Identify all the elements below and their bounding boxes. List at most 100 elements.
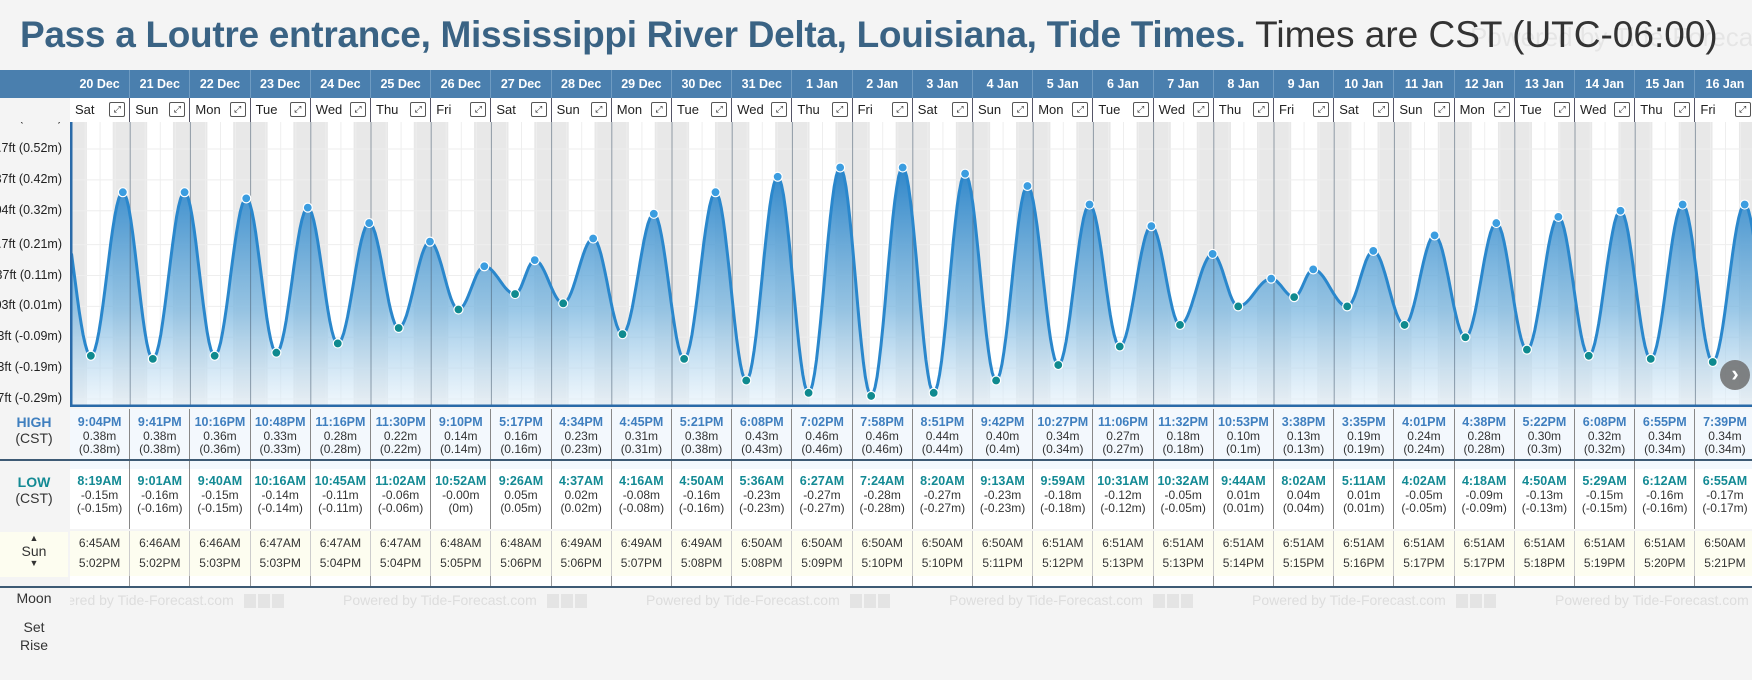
sun-cell: 6:50AM 5:08PM (732, 531, 793, 576)
sun-cell: 6:47AM 5:03PM (250, 531, 311, 576)
expand-icon[interactable]: ⤢ (1614, 102, 1631, 117)
date-header: 14 Jan (1575, 70, 1636, 98)
high-tide-point (959, 168, 971, 179)
low-tide-point (85, 350, 96, 361)
low-tide-height: -0.15m (80, 488, 119, 502)
low-tide-point (928, 387, 939, 398)
expand-icon[interactable]: ⤢ (1433, 102, 1450, 117)
date-header: 6 Jan (1093, 70, 1154, 98)
sunset-time: 5:08PM (741, 556, 783, 570)
expand-icon[interactable]: ⤢ (1373, 102, 1390, 117)
sun-cell: 6:46AM 5:02PM (130, 531, 191, 576)
next-page-button[interactable]: › (1720, 360, 1750, 390)
date-header: 28 Dec (551, 70, 612, 98)
high-tide-height-alt: (0.19m) (1343, 442, 1385, 456)
weekday-label: Fri (857, 102, 873, 117)
low-tide-cell: 6:55AM -0.17m (-0.17m) (1695, 469, 1752, 529)
expand-icon[interactable]: ⤢ (1192, 102, 1209, 117)
low-tide-cell: 4:02AM -0.05m (-0.05m) (1394, 469, 1455, 529)
date-header: 31 Dec (732, 70, 793, 98)
low-tide-point (1460, 332, 1471, 343)
low-tide-height-alt: (-0.06m) (377, 501, 424, 515)
high-tide-height: 0.38m (143, 429, 177, 443)
sun-cell: 6:51AM 5:13PM (1093, 531, 1154, 576)
low-tz-label: (CST) (15, 490, 53, 506)
watermark: Powered by Tide-Forecast.com (949, 592, 1195, 609)
high-tide-time: 6:55PM (1642, 415, 1687, 429)
expand-icon[interactable]: ⤢ (1252, 102, 1269, 117)
high-tide-time: 10:48PM (254, 415, 306, 429)
high-tide-height: 0.36m (203, 429, 237, 443)
high-tide-height-alt: (0.36m) (199, 442, 241, 456)
expand-icon[interactable]: ⤢ (1493, 102, 1510, 117)
expand-icon[interactable]: ⤢ (951, 102, 968, 117)
watermark-text: Powered by Tide-Forecast.com (949, 592, 1143, 608)
low-tide-height-alt: (-0.23m) (979, 501, 1026, 515)
expand-icon[interactable]: ⤢ (1734, 102, 1751, 117)
low-tide-height: -0.18m (1044, 488, 1082, 502)
expand-icon[interactable]: ⤢ (229, 102, 246, 117)
expand-icon[interactable]: ⤢ (590, 102, 607, 117)
expand-icon[interactable]: ⤢ (1012, 102, 1029, 117)
low-tide-cell: 8:02AM 0.04m (0.04m) (1274, 469, 1335, 529)
high-tide-height-alt: (0.27m) (1102, 442, 1144, 456)
low-tide-cell: 5:11AM 0.01m (0.01m) (1334, 469, 1395, 529)
weekday-label: Sat (496, 102, 516, 117)
expand-icon[interactable]: ⤢ (410, 102, 427, 117)
low-tide-point (453, 304, 464, 315)
expand-icon[interactable]: ⤢ (349, 102, 366, 117)
expand-icon[interactable]: ⤢ (1132, 102, 1149, 117)
low-tide-point (866, 390, 877, 402)
weekday-cell: Mon ⤢ (1033, 98, 1094, 122)
low-tide-height-alt: (-0.28m) (859, 501, 905, 515)
sun-cell: 6:51AM 5:17PM (1394, 531, 1455, 576)
expand-icon[interactable]: ⤢ (169, 102, 186, 117)
low-tide-cell: 9:40AM -0.15m (-0.15m) (190, 469, 251, 529)
expand-icon[interactable]: ⤢ (711, 102, 728, 117)
low-tide-point (1645, 353, 1656, 364)
sun-cell: 6:51AM 5:17PM (1454, 531, 1515, 576)
expand-icon[interactable]: ⤢ (1553, 102, 1570, 117)
low-tide-time: 8:20AM (920, 474, 965, 488)
expand-icon[interactable]: ⤢ (771, 102, 788, 117)
high-tide-point (1084, 199, 1095, 210)
high-tide-point (179, 187, 190, 198)
low-tide-time: 10:32AM (1157, 474, 1209, 488)
watermark: Powered by Tide-Forecast.com (646, 592, 892, 609)
expand-icon[interactable]: ⤢ (1674, 102, 1691, 117)
y-tick-label: 0.37ft (0.11m) (0, 267, 62, 282)
expand-icon[interactable]: ⤢ (109, 102, 126, 117)
watermark-logo-icon (1455, 592, 1498, 609)
expand-icon[interactable]: ⤢ (650, 102, 667, 117)
high-tide-point (529, 255, 540, 266)
watermark-text: Powered by Tide-Forecast.com (1555, 592, 1749, 608)
high-tide-height: 0.14m (444, 429, 478, 443)
low-tide-point (509, 288, 521, 300)
low-tide-cell: 5:36AM -0.23m (-0.23m) (732, 469, 793, 529)
high-tide-point (772, 171, 783, 182)
low-tide-height-alt: (-0.11m) (318, 501, 363, 515)
high-tide-point (479, 261, 490, 272)
weekday-label: Sun (978, 102, 1002, 117)
expand-icon[interactable]: ⤢ (470, 102, 487, 117)
expand-icon[interactable]: ⤢ (1072, 102, 1089, 117)
low-tide-height: 0.02m (564, 488, 598, 502)
high-tide-point (897, 162, 908, 173)
high-tide-time: 11:32PM (1158, 415, 1209, 429)
expand-icon[interactable]: ⤢ (289, 102, 306, 117)
high-tide-height: 0.38m (82, 429, 117, 443)
sunrise-time: 6:50AM (801, 536, 843, 550)
low-tide-height: -0.05m (1164, 488, 1202, 502)
low-tide-cell: 6:27AM -0.27m (-0.27m) (792, 469, 853, 529)
expand-icon[interactable]: ⤢ (530, 102, 547, 117)
sun-cell: 6:51AM 5:15PM (1274, 531, 1335, 576)
expand-icon[interactable]: ⤢ (891, 102, 908, 117)
high-tide-point (648, 208, 659, 219)
expand-icon[interactable]: ⤢ (1313, 102, 1330, 117)
high-tide-height-alt: (0.46m) (861, 442, 903, 456)
weekday-cell: Fri ⤢ (1695, 98, 1752, 122)
low-tide-time: 5:36AM (739, 474, 785, 488)
high-tide-point (1266, 273, 1277, 284)
expand-icon[interactable]: ⤢ (831, 102, 848, 117)
low-tide-height: -0.27m (803, 488, 841, 502)
